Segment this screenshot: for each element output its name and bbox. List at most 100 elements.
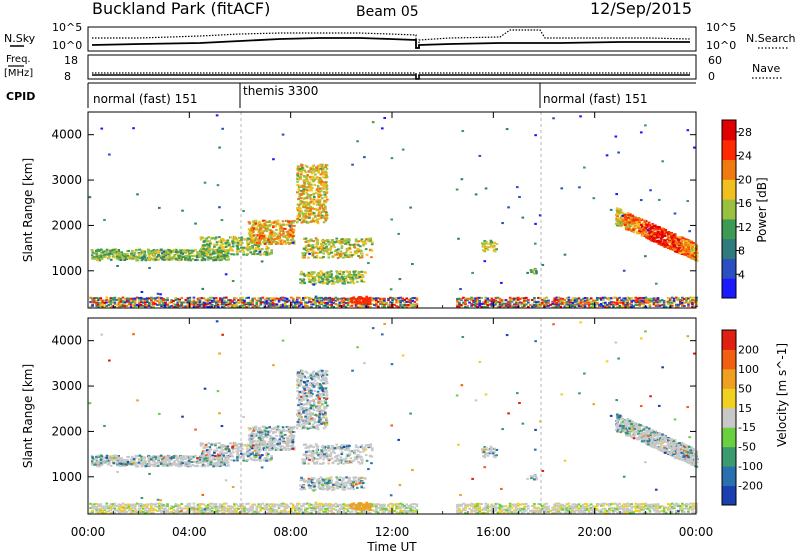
power-cell [204, 305, 208, 308]
power-cell [212, 259, 215, 262]
power-cell [629, 224, 633, 227]
power-cell [668, 297, 672, 300]
velocity-cell [571, 507, 575, 510]
velocity-cell [569, 507, 573, 510]
power-cell [206, 302, 210, 305]
velocity-cell [522, 509, 526, 512]
power-cell [178, 298, 182, 301]
power-cell [107, 304, 111, 307]
power-cell [276, 236, 280, 239]
power-cell [95, 249, 98, 252]
cpid-label: CPID [6, 90, 35, 103]
power-cell [387, 297, 390, 300]
power-cell [278, 232, 282, 235]
power-cell [263, 222, 266, 225]
power-cell [269, 301, 273, 304]
power-cell [91, 251, 95, 254]
velocity-cell [486, 511, 490, 514]
power-cell [366, 239, 370, 242]
power-cell [309, 220, 313, 223]
power-cell [621, 214, 625, 217]
power-cell [315, 192, 318, 195]
velocity-cell [494, 505, 498, 508]
power-cell [317, 276, 321, 279]
power-cell [146, 300, 149, 303]
velocity-cell [553, 509, 556, 512]
velocity-cell [391, 509, 394, 512]
colorbar-tick: 24 [738, 150, 752, 163]
power-cell [533, 305, 536, 308]
power-cell [307, 215, 311, 218]
power-cell [518, 303, 522, 306]
power-cell [529, 269, 533, 272]
velocity-cell [95, 502, 98, 506]
power-cell [458, 301, 461, 304]
velocity-cell [555, 511, 559, 514]
velocity-cell [304, 502, 307, 505]
power-cell [634, 227, 637, 230]
velocity-cell [206, 503, 210, 506]
velocity-cell [320, 505, 323, 508]
velocity-cell [150, 505, 153, 508]
velocity-cell [553, 503, 556, 506]
power-cell [212, 299, 216, 302]
power-cell [148, 250, 151, 253]
velocity-cell [291, 511, 295, 514]
power-cell [678, 247, 681, 250]
power-cell [274, 242, 278, 245]
velocity-cell [192, 507, 196, 510]
velocity-cell [595, 507, 599, 510]
power-cell [231, 249, 235, 252]
power-cell [242, 250, 246, 253]
power-cell [665, 241, 668, 244]
power-cell [583, 302, 587, 305]
sky-noise-line [91, 37, 690, 49]
power-cell [161, 253, 165, 256]
power-cell [684, 244, 687, 247]
power-cell [305, 185, 308, 189]
power-cell [264, 237, 267, 240]
power-cell [395, 299, 398, 302]
power-cell [315, 251, 318, 254]
power-cell [677, 299, 680, 302]
power-cell [474, 302, 477, 305]
power-cell [218, 297, 222, 300]
velocity-cell [255, 507, 259, 510]
power-cell [656, 297, 660, 300]
power-cell [209, 254, 213, 258]
power-cell [649, 230, 653, 233]
power-cell [687, 301, 690, 304]
power-cell [295, 300, 299, 303]
power-cell [176, 301, 180, 304]
power-cell [360, 280, 364, 283]
power-cell [323, 183, 327, 186]
power-cell [127, 249, 131, 253]
power-cell [96, 259, 100, 262]
velocity-cell [198, 502, 202, 506]
power-cell [255, 244, 259, 247]
power-cell [458, 297, 461, 300]
power-cell [245, 296, 248, 299]
power-cell [370, 299, 374, 302]
power-cell [358, 300, 361, 303]
power-cell [652, 298, 656, 301]
power-cell [334, 275, 338, 278]
power-cell [411, 299, 415, 302]
power-cell [326, 303, 330, 306]
velocity-cell [243, 507, 246, 510]
power-cell [575, 303, 579, 306]
power-cell [274, 225, 277, 228]
power-cell [248, 248, 251, 251]
power-cell [377, 300, 380, 303]
power-cell [604, 305, 607, 308]
power-cell [648, 300, 652, 303]
power-cell [107, 299, 111, 302]
velocity-cell [172, 508, 175, 511]
velocity-cell [342, 507, 346, 510]
velocity-cell [326, 511, 330, 514]
velocity-cell [545, 507, 548, 510]
velocity-cell [573, 503, 577, 506]
power-cell [304, 301, 307, 304]
power-cell [221, 250, 225, 253]
